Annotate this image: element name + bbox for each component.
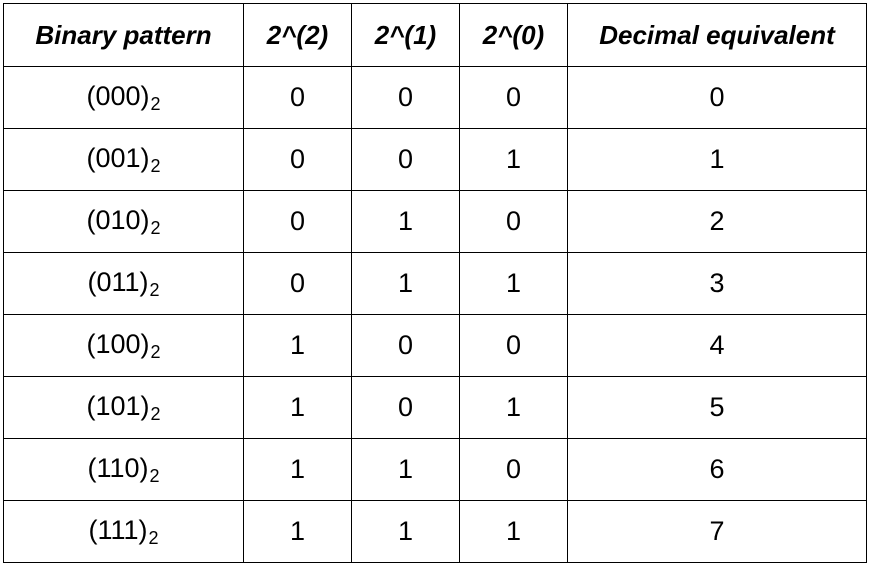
base-subscript: 2 bbox=[149, 279, 160, 300]
bit-2-cell: 0 bbox=[243, 190, 352, 253]
bit-1-cell: 0 bbox=[351, 66, 460, 129]
header-decimal-equivalent: Decimal equivalent bbox=[567, 3, 867, 67]
decimal-cell: 0 bbox=[567, 66, 867, 129]
bit-0-cell: 0 bbox=[459, 190, 568, 253]
bit-2-cell: 1 bbox=[243, 438, 352, 501]
decimal-cell: 5 bbox=[567, 376, 867, 439]
base-subscript: 2 bbox=[149, 465, 160, 486]
decimal-cell: 1 bbox=[567, 128, 867, 191]
table-row: (001)2 0 0 1 1 bbox=[3, 128, 867, 191]
base-subscript: 2 bbox=[150, 341, 161, 362]
binary-pattern-cell: (101)2 bbox=[3, 376, 244, 439]
header-power-2: 2^(2) bbox=[243, 3, 352, 67]
bit-2-cell: 1 bbox=[243, 376, 352, 439]
base-subscript: 2 bbox=[150, 217, 161, 238]
bit-0-cell: 0 bbox=[459, 66, 568, 129]
bit-1-cell: 0 bbox=[351, 314, 460, 377]
binary-pattern-value: (011) bbox=[87, 266, 149, 297]
base-subscript: 2 bbox=[150, 93, 161, 114]
bit-1-cell: 1 bbox=[351, 438, 460, 501]
bit-1-cell: 0 bbox=[351, 376, 460, 439]
table-row: (000)2 0 0 0 0 bbox=[3, 66, 867, 129]
decimal-cell: 4 bbox=[567, 314, 867, 377]
binary-pattern-cell: (110)2 bbox=[3, 438, 244, 501]
bit-2-cell: 1 bbox=[243, 314, 352, 377]
binary-pattern-cell: (010)2 bbox=[3, 190, 244, 253]
binary-decimal-table: Binary pattern 2^(2) 2^(1) 2^(0) Decimal… bbox=[3, 3, 867, 563]
bit-0-cell: 1 bbox=[459, 252, 568, 315]
base-subscript: 2 bbox=[148, 527, 159, 548]
header-power-1: 2^(1) bbox=[351, 3, 460, 67]
table-row: (010)2 0 1 0 2 bbox=[3, 190, 867, 253]
table-header-row: Binary pattern 2^(2) 2^(1) 2^(0) Decimal… bbox=[3, 3, 867, 67]
table-row: (111)2 1 1 1 7 bbox=[3, 500, 867, 563]
table-row: (011)2 0 1 1 3 bbox=[3, 252, 867, 315]
decimal-cell: 2 bbox=[567, 190, 867, 253]
binary-pattern-value: (010) bbox=[86, 204, 150, 235]
header-binary-pattern: Binary pattern bbox=[3, 3, 244, 67]
bit-2-cell: 0 bbox=[243, 66, 352, 129]
binary-pattern-value: (110) bbox=[87, 452, 149, 483]
bit-0-cell: 1 bbox=[459, 128, 568, 191]
decimal-cell: 7 bbox=[567, 500, 867, 563]
bit-0-cell: 0 bbox=[459, 438, 568, 501]
bit-0-cell: 0 bbox=[459, 314, 568, 377]
binary-pattern-value: (000) bbox=[86, 80, 150, 111]
bit-1-cell: 0 bbox=[351, 128, 460, 191]
base-subscript: 2 bbox=[150, 155, 161, 176]
binary-pattern-cell: (100)2 bbox=[3, 314, 244, 377]
binary-pattern-cell: (000)2 bbox=[3, 66, 244, 129]
decimal-cell: 6 bbox=[567, 438, 867, 501]
bit-2-cell: 0 bbox=[243, 128, 352, 191]
bit-1-cell: 1 bbox=[351, 252, 460, 315]
bit-0-cell: 1 bbox=[459, 376, 568, 439]
binary-pattern-cell: (111)2 bbox=[3, 500, 244, 563]
bit-1-cell: 1 bbox=[351, 500, 460, 563]
bit-1-cell: 1 bbox=[351, 190, 460, 253]
binary-pattern-value: (111) bbox=[88, 514, 148, 545]
bit-2-cell: 1 bbox=[243, 500, 352, 563]
bit-0-cell: 1 bbox=[459, 500, 568, 563]
header-power-0: 2^(0) bbox=[459, 3, 568, 67]
base-subscript: 2 bbox=[150, 403, 161, 424]
binary-pattern-value: (101) bbox=[86, 390, 150, 421]
table-row: (100)2 1 0 0 4 bbox=[3, 314, 867, 377]
table-row: (110)2 1 1 0 6 bbox=[3, 438, 867, 501]
bit-2-cell: 0 bbox=[243, 252, 352, 315]
decimal-cell: 3 bbox=[567, 252, 867, 315]
binary-pattern-value: (100) bbox=[86, 328, 150, 359]
binary-pattern-cell: (011)2 bbox=[3, 252, 244, 315]
table-row: (101)2 1 0 1 5 bbox=[3, 376, 867, 439]
binary-pattern-cell: (001)2 bbox=[3, 128, 244, 191]
binary-pattern-value: (001) bbox=[86, 142, 150, 173]
